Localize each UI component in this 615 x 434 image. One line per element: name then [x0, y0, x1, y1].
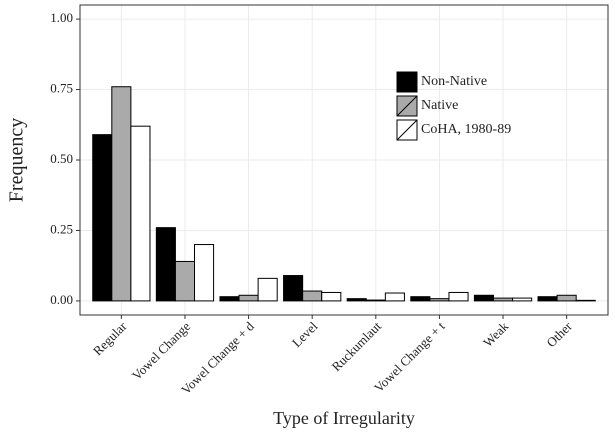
plot-border — [79, 4, 609, 316]
bar — [556, 294, 577, 302]
legend-label: Native — [421, 98, 458, 113]
legend-key-slash — [396, 119, 418, 141]
bar — [473, 294, 494, 302]
bar — [321, 291, 342, 302]
bar — [448, 291, 469, 302]
x-tick-label: Other — [543, 318, 575, 350]
legend-label: CoHA, 1980-89 — [421, 122, 511, 137]
bar — [302, 290, 323, 302]
bar — [492, 297, 514, 302]
bar — [410, 296, 431, 302]
y-tick-label: 0.75 — [50, 81, 73, 96]
y-tick-label: 0.25 — [50, 221, 73, 236]
bar — [92, 134, 113, 302]
x-axis-title: Type of Irregularity — [273, 408, 415, 428]
x-tick-label: Level — [289, 318, 321, 350]
bar — [111, 86, 132, 302]
bar — [575, 299, 596, 302]
bar — [238, 294, 259, 302]
bar — [429, 298, 450, 302]
x-tick-label: Regular — [90, 318, 130, 358]
x-tick-label: Vowel Change — [129, 318, 193, 382]
bar — [537, 296, 558, 302]
legend-label: Non-Native — [421, 74, 487, 89]
bar — [384, 292, 405, 302]
x-tick-label: Weak — [480, 318, 512, 350]
bar — [219, 296, 240, 302]
legend-key-slash — [396, 95, 418, 117]
y-tick-label: 0.50 — [50, 151, 73, 166]
bar — [257, 277, 278, 302]
bar — [346, 298, 367, 302]
bar — [130, 125, 151, 302]
y-tick-label: 0.00 — [50, 292, 73, 307]
bar — [283, 275, 304, 302]
x-tick-label: Ruckumlaut — [328, 318, 384, 374]
y-tick-label: 1.00 — [50, 10, 73, 25]
bar — [512, 297, 533, 302]
bar — [194, 244, 215, 302]
legend-key-slash — [396, 71, 418, 93]
bar — [365, 299, 386, 302]
y-axis-title: Frequency — [6, 118, 28, 202]
bar — [155, 227, 176, 302]
bar — [174, 260, 196, 302]
